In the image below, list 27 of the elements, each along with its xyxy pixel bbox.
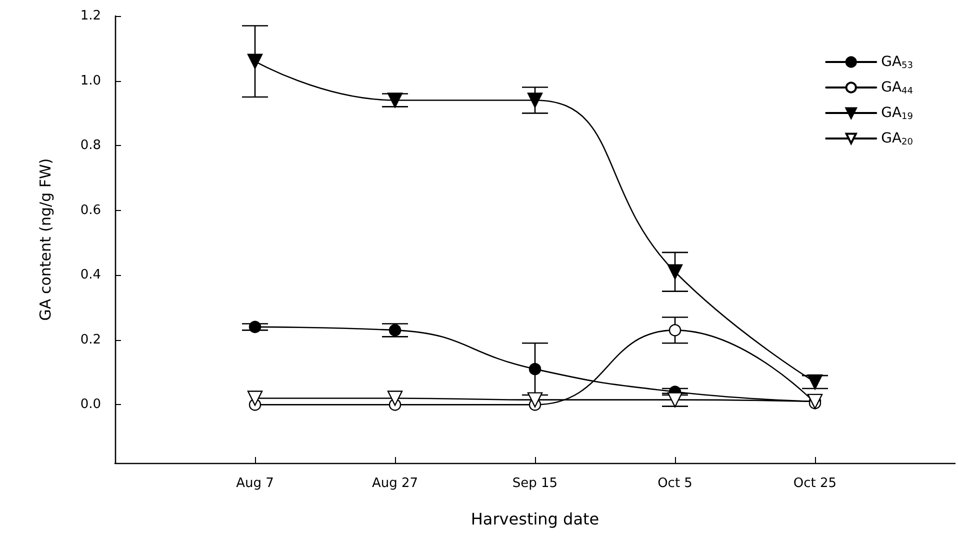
point — [247, 54, 263, 69]
x-tick-label: Aug 27 — [372, 476, 418, 491]
y-tick-label: 0.4 — [80, 268, 101, 283]
point — [387, 92, 403, 108]
y-tick-label: 0.2 — [80, 332, 101, 348]
point — [248, 320, 262, 334]
x-tick-label: Aug 7 — [236, 476, 274, 491]
point — [388, 324, 402, 336]
x-tick-label: Sep 15 — [512, 476, 558, 491]
y-tick-label: 0.8 — [80, 138, 101, 154]
y-axis-title: GA content (ng/g FW) — [36, 158, 54, 321]
point — [387, 390, 403, 406]
x-tick-label: Oct 5 — [658, 476, 692, 491]
y-tick-label: 1.2 — [80, 8, 101, 24]
y-tick-label: 1.0 — [80, 73, 101, 88]
point — [247, 390, 263, 406]
point — [667, 264, 683, 280]
point — [668, 324, 682, 336]
point — [527, 92, 543, 108]
y-tick-label: 0.0 — [80, 397, 101, 412]
point — [667, 392, 683, 408]
point — [807, 374, 823, 390]
x-axis-title: Harvesting date — [470, 510, 600, 528]
y-tick-label: 0.6 — [80, 202, 101, 218]
x-tick-label: Oct 25 — [793, 476, 837, 491]
point — [527, 392, 543, 408]
point — [528, 362, 542, 376]
